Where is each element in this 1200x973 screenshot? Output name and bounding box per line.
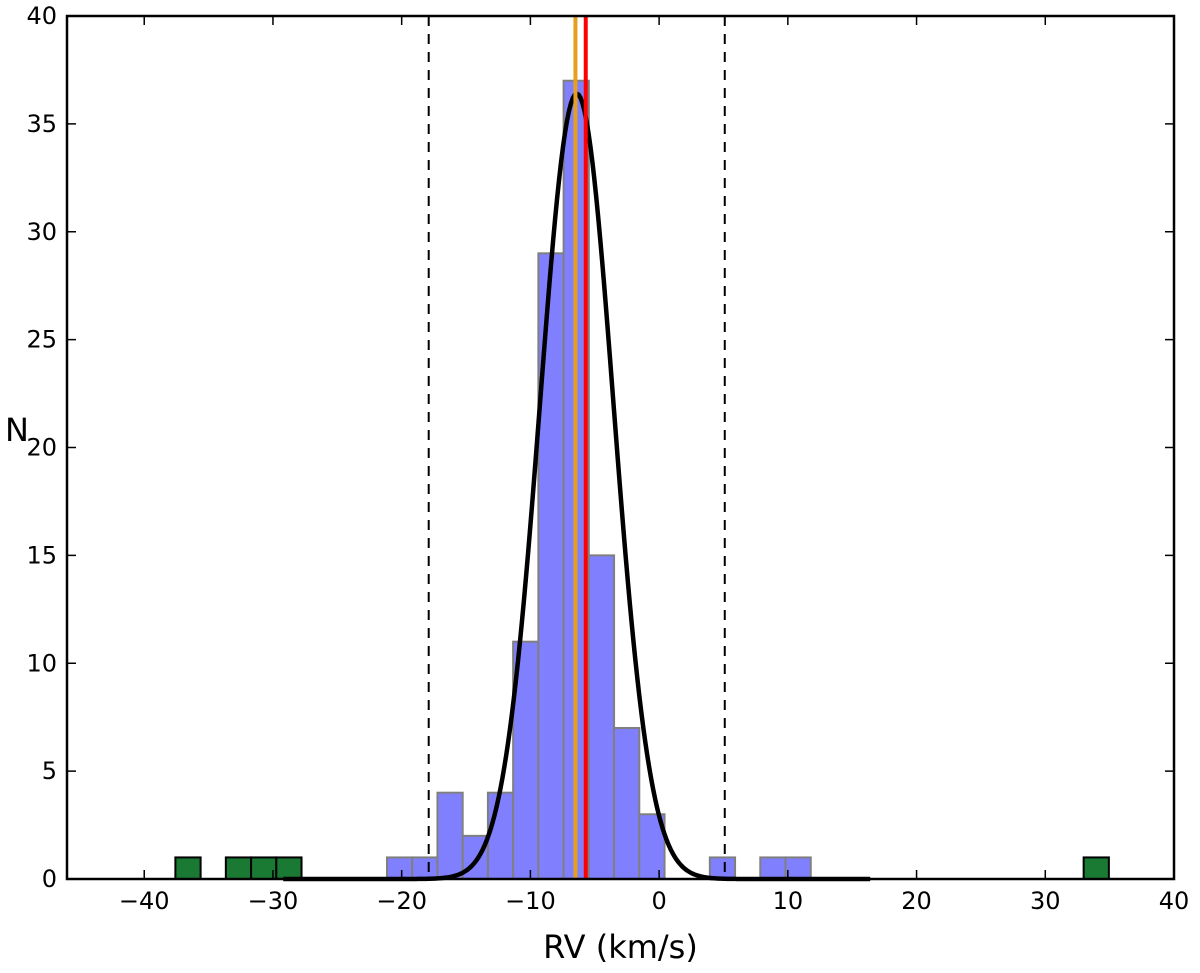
histogram-bar bbox=[436, 791, 464, 881]
histogram-bar bbox=[411, 856, 439, 880]
axis-ticks bbox=[67, 15, 1175, 880]
x-tick-label: −40 bbox=[119, 887, 170, 915]
y-tick-label: 5 bbox=[42, 757, 57, 785]
x-tick-label: 20 bbox=[901, 887, 932, 915]
y-tick-label: 30 bbox=[26, 218, 57, 246]
y-tick-label: 40 bbox=[26, 2, 57, 30]
histogram-bar bbox=[174, 856, 202, 880]
histogram-bar bbox=[759, 856, 787, 880]
x-tick-label: 40 bbox=[1159, 887, 1190, 915]
x-tick-labels: −40 −30 −20 −10 0 10 20 30 40 bbox=[119, 887, 1189, 915]
x-axis-label: RV (km/s) bbox=[543, 928, 698, 966]
x-tick-label: 0 bbox=[651, 887, 666, 915]
histogram-bar bbox=[386, 856, 414, 880]
x-tick-label: −20 bbox=[376, 887, 427, 915]
y-tick-label: 0 bbox=[42, 865, 57, 893]
y-tick-label: 10 bbox=[26, 649, 57, 677]
y-tick-label: 25 bbox=[26, 326, 57, 354]
x-tick-label: 30 bbox=[1030, 887, 1061, 915]
x-tick-label: −10 bbox=[505, 887, 556, 915]
y-tick-label: 15 bbox=[26, 541, 57, 569]
histogram-bar bbox=[224, 856, 253, 880]
x-tick-label: −30 bbox=[248, 887, 299, 915]
x-tick-label: 10 bbox=[773, 887, 804, 915]
y-tick-label: 35 bbox=[26, 110, 57, 138]
y-tick-labels: 0 5 10 15 20 25 30 35 40 bbox=[26, 2, 57, 893]
histogram-bar bbox=[708, 856, 737, 880]
y-axis-label: N bbox=[5, 411, 29, 449]
y-tick-label: 20 bbox=[26, 434, 57, 462]
histogram-bar bbox=[486, 791, 515, 881]
histogram-bar bbox=[275, 856, 303, 880]
histogram-bar bbox=[587, 554, 616, 880]
vertical-lines bbox=[427, 16, 726, 879]
histogram-bar bbox=[784, 856, 812, 880]
histogram-bar bbox=[613, 726, 641, 880]
histogram-bar bbox=[1082, 856, 1110, 880]
